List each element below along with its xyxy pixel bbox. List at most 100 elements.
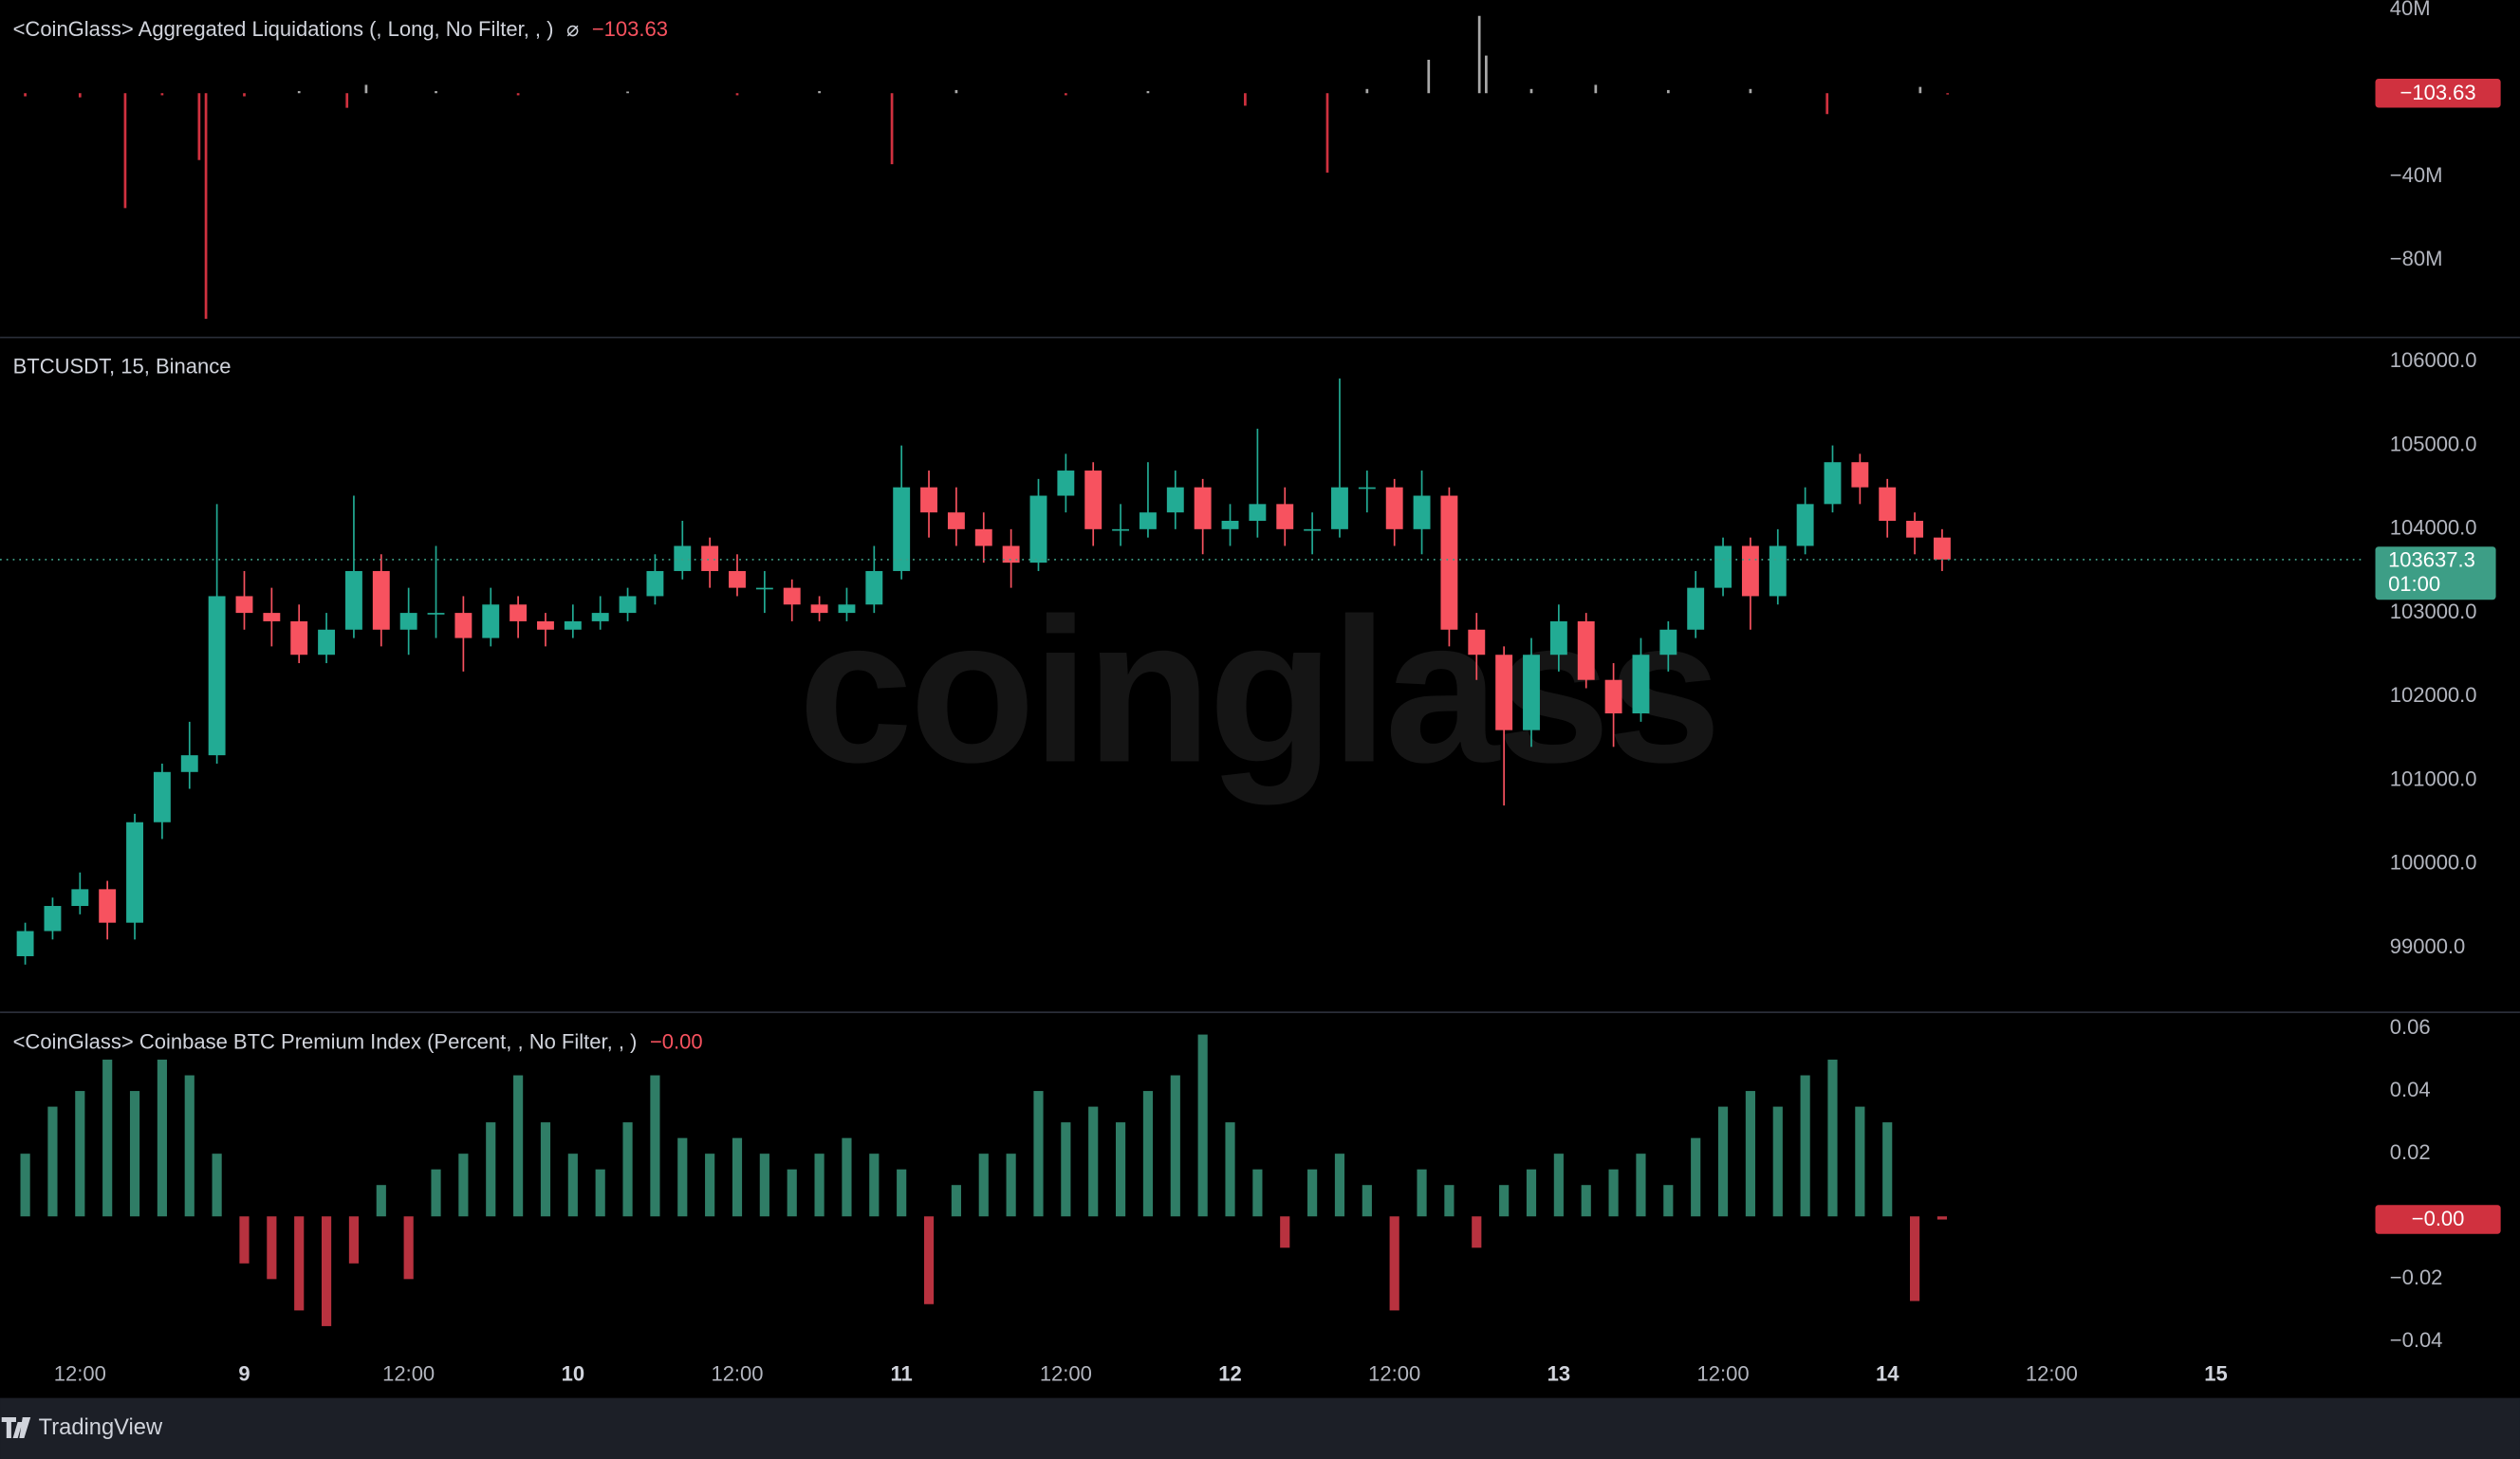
candle-body (71, 889, 89, 907)
bar (626, 91, 629, 94)
candle-body (947, 512, 965, 529)
bar (160, 93, 164, 96)
y-tick-label: −0.02 (2390, 1265, 2443, 1289)
bar (1581, 1185, 1591, 1217)
bar (212, 1154, 222, 1217)
y-tick-label: 99000.0 (2390, 934, 2466, 958)
y-tick-label: 0.06 (2390, 1015, 2431, 1039)
x-tick-label: 10 (562, 1362, 584, 1386)
bar (1362, 1185, 1372, 1217)
candle-body (1659, 629, 1677, 656)
candle-body (44, 906, 62, 932)
bar (705, 1154, 715, 1217)
symbol-title: BTCUSDT, 15, Binance (13, 355, 232, 379)
bar (1280, 1216, 1290, 1248)
bar (1594, 84, 1598, 94)
bar (1325, 93, 1329, 173)
candle-body (1358, 487, 1376, 489)
bar (1225, 1122, 1235, 1217)
candle-body (1304, 528, 1322, 531)
bar (787, 1169, 797, 1217)
bar (1499, 1185, 1510, 1217)
bar (294, 1216, 305, 1311)
indicator-value: −103.63 (592, 17, 668, 41)
price-badge-label: 103637.3 (2388, 547, 2475, 571)
indicator-value: −0.00 (650, 1029, 703, 1053)
candle-body (1468, 629, 1486, 656)
bar (1827, 1060, 1838, 1217)
candle-body (263, 613, 281, 621)
bar (1882, 1122, 1893, 1217)
bar (1691, 1137, 1701, 1217)
candle-body (99, 889, 117, 923)
candle-body (1413, 495, 1431, 529)
candle-body (1604, 679, 1622, 714)
candle-body (344, 570, 362, 630)
candle-body (1166, 487, 1184, 513)
bar (123, 93, 127, 209)
bar (364, 84, 368, 94)
bar (1717, 1106, 1729, 1217)
pane-title: <CoinGlass> Aggregated Liquidations (, L… (13, 17, 668, 41)
bar (47, 1106, 58, 1217)
candle-body (1495, 655, 1513, 730)
indicator-name: <CoinGlass> Coinbase BTC Premium Index (… (13, 1029, 638, 1053)
value-badge (2375, 78, 2501, 108)
value-badge (2375, 1205, 2501, 1234)
bar (735, 93, 739, 96)
candle-body (564, 620, 582, 630)
bar (677, 1137, 688, 1217)
bar (1033, 1091, 1044, 1217)
bar (348, 1216, 360, 1264)
candle-body (1851, 462, 1869, 488)
candle-body (810, 604, 828, 614)
candle-body (1276, 504, 1294, 529)
y-tick-label: 102000.0 (2390, 683, 2477, 707)
bar (622, 1122, 633, 1217)
bar (157, 1060, 167, 1217)
candle-body (838, 604, 856, 614)
candle-body (920, 487, 937, 513)
candle-body (427, 613, 445, 615)
candle-body (180, 755, 198, 772)
bar (869, 1154, 880, 1217)
y-tick-label: −40M (2390, 163, 2443, 187)
bar (759, 1154, 769, 1217)
x-tick-label: 12:00 (382, 1362, 435, 1386)
candle-body (1385, 487, 1403, 529)
candle-body (1084, 471, 1102, 529)
bar (567, 1154, 578, 1217)
bar (1825, 93, 1829, 115)
bar (595, 1169, 605, 1217)
candle-body (1769, 545, 1787, 597)
candle-body (1194, 487, 1212, 529)
bar (1526, 1169, 1537, 1217)
candle-body (1577, 620, 1595, 680)
candle-body (16, 931, 34, 956)
candle-body (1879, 487, 1897, 522)
candle-body (153, 771, 171, 822)
bar (1636, 1154, 1646, 1217)
bar (923, 1216, 935, 1304)
bar (458, 1154, 469, 1217)
candle-body (208, 596, 226, 756)
brand-name[interactable]: TradingView (39, 1415, 163, 1440)
candle-body (318, 629, 336, 656)
bar (814, 1154, 825, 1217)
bar (954, 89, 958, 94)
candle-body (893, 487, 911, 571)
bar (1855, 1106, 1865, 1217)
value-badge-label: −103.63 (2400, 81, 2476, 104)
bar (243, 93, 246, 97)
x-tick-label: 9 (238, 1362, 250, 1386)
candle-body (1906, 521, 1924, 538)
candle-body (646, 570, 664, 597)
bar (1307, 1169, 1318, 1217)
candle-body (591, 613, 609, 621)
bar (20, 1154, 30, 1217)
bar (818, 91, 821, 94)
countdown: 01:00 (2388, 572, 2440, 596)
candle-body (783, 587, 801, 605)
y-tick-label: −0.04 (2390, 1328, 2443, 1352)
